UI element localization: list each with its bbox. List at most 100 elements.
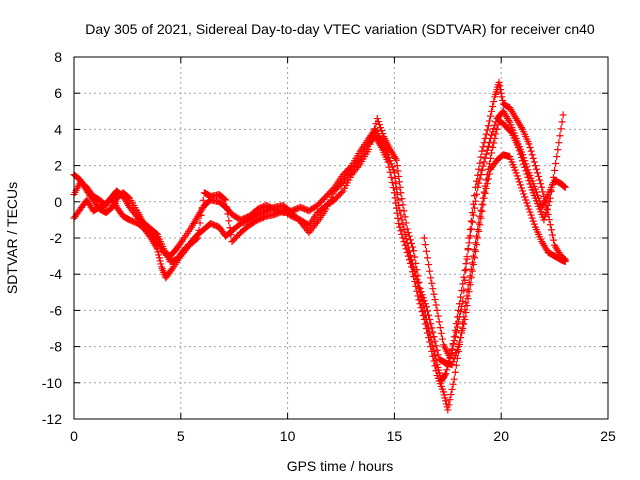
- x-tick-label: 25: [600, 428, 616, 444]
- data-point: [473, 177, 481, 185]
- data-point: [392, 180, 400, 188]
- data-point: [329, 190, 337, 198]
- data-point: [480, 158, 488, 166]
- data-point: [542, 201, 550, 209]
- data-point: [560, 182, 568, 190]
- data-point: [484, 142, 492, 150]
- data-points: [70, 78, 569, 414]
- data-point: [369, 130, 377, 138]
- x-tick-label: 15: [387, 428, 403, 444]
- data-point: [451, 352, 459, 360]
- data-point: [459, 325, 467, 332]
- data-point: [548, 231, 556, 239]
- data-point: [477, 214, 485, 222]
- data-point: [474, 171, 482, 179]
- data-point: [550, 173, 558, 181]
- data-point: [424, 307, 432, 315]
- data-point: [561, 256, 569, 264]
- data-point: [488, 107, 496, 115]
- data-point: [375, 121, 383, 129]
- data-point: [197, 211, 205, 219]
- data-point: [449, 341, 457, 349]
- data-point: [552, 159, 560, 167]
- data-point: [520, 190, 528, 198]
- data-point: [524, 202, 532, 210]
- data-point: [491, 134, 499, 142]
- data-point: [539, 188, 547, 196]
- y-tick-label: 8: [54, 49, 62, 65]
- data-point: [402, 219, 410, 227]
- data-point: [482, 150, 490, 158]
- data-point: [409, 268, 417, 276]
- data-point: [469, 261, 477, 269]
- data-point: [440, 388, 448, 396]
- data-point: [462, 260, 470, 268]
- y-tick-label: 6: [54, 85, 62, 101]
- data-point: [468, 267, 476, 275]
- data-point: [475, 227, 483, 235]
- data-point: [457, 308, 465, 316]
- data-point: [420, 297, 428, 305]
- data-point: [433, 346, 441, 354]
- data-point: [416, 285, 424, 293]
- data-point: [398, 230, 406, 238]
- data-point: [547, 187, 555, 195]
- data-point: [483, 146, 491, 154]
- data-point: [540, 192, 548, 200]
- data-point: [384, 158, 392, 166]
- y-tick-label: -6: [50, 302, 63, 318]
- data-point: [465, 234, 473, 242]
- data-point: [410, 273, 418, 281]
- data-point: [497, 89, 505, 97]
- data-point: [484, 175, 492, 183]
- data-point: [462, 309, 470, 317]
- data-point: [398, 195, 406, 203]
- data-point: [462, 266, 470, 274]
- data-point: [545, 198, 553, 206]
- data-point: [425, 334, 433, 342]
- data-point: [434, 312, 442, 320]
- data-point: [460, 273, 468, 281]
- data-point: [483, 126, 491, 134]
- data-point: [405, 232, 413, 240]
- data-point: [396, 183, 404, 191]
- chart-title: Day 305 of 2021, Sidereal Day-to-day VTE…: [85, 21, 595, 37]
- data-point: [429, 285, 437, 293]
- data-point: [466, 281, 474, 289]
- y-tick-label: 2: [54, 158, 62, 174]
- data-point: [467, 217, 475, 225]
- data-point: [481, 134, 489, 142]
- data-point: [393, 209, 401, 217]
- data-point: [536, 176, 544, 184]
- data-point: [532, 165, 540, 173]
- data-point: [471, 204, 478, 212]
- data-point: [459, 280, 467, 288]
- data-point: [520, 160, 528, 168]
- data-point: [401, 241, 409, 249]
- x-tick-label: 0: [70, 428, 78, 444]
- data-point: [421, 241, 429, 249]
- data-point: [225, 217, 233, 225]
- data-point: [516, 181, 524, 189]
- data-point: [429, 352, 437, 360]
- data-point: [514, 144, 522, 151]
- data-point: [403, 248, 411, 256]
- data-point: [394, 167, 402, 175]
- data-point: [432, 342, 440, 350]
- data-point: [535, 172, 543, 180]
- data-point: [454, 343, 462, 351]
- data-point: [365, 145, 373, 153]
- data-point: [393, 156, 401, 164]
- data-point: [417, 304, 425, 312]
- data-point: [479, 162, 487, 170]
- data-point: [507, 128, 515, 136]
- data-point: [411, 253, 419, 261]
- data-point: [415, 296, 423, 304]
- data-point: [155, 251, 163, 259]
- data-point: [529, 217, 537, 225]
- data-point: [378, 127, 386, 135]
- data-point: [469, 200, 477, 208]
- data-point: [526, 208, 534, 216]
- data-point: [472, 247, 480, 255]
